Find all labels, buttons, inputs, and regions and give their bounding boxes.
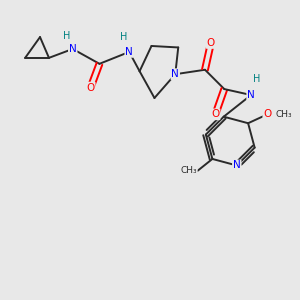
Text: N: N xyxy=(247,90,255,100)
Text: O: O xyxy=(211,109,220,119)
Text: H: H xyxy=(120,32,127,42)
Text: N: N xyxy=(171,69,179,79)
Text: O: O xyxy=(207,38,215,48)
Text: N: N xyxy=(233,160,241,170)
Text: N: N xyxy=(125,47,133,57)
Text: O: O xyxy=(86,82,95,93)
Text: N: N xyxy=(69,44,76,54)
Text: H: H xyxy=(253,74,261,84)
Text: CH₃: CH₃ xyxy=(180,166,197,175)
Text: O: O xyxy=(263,109,272,119)
Text: H: H xyxy=(63,31,70,40)
Text: CH₃: CH₃ xyxy=(275,110,292,119)
